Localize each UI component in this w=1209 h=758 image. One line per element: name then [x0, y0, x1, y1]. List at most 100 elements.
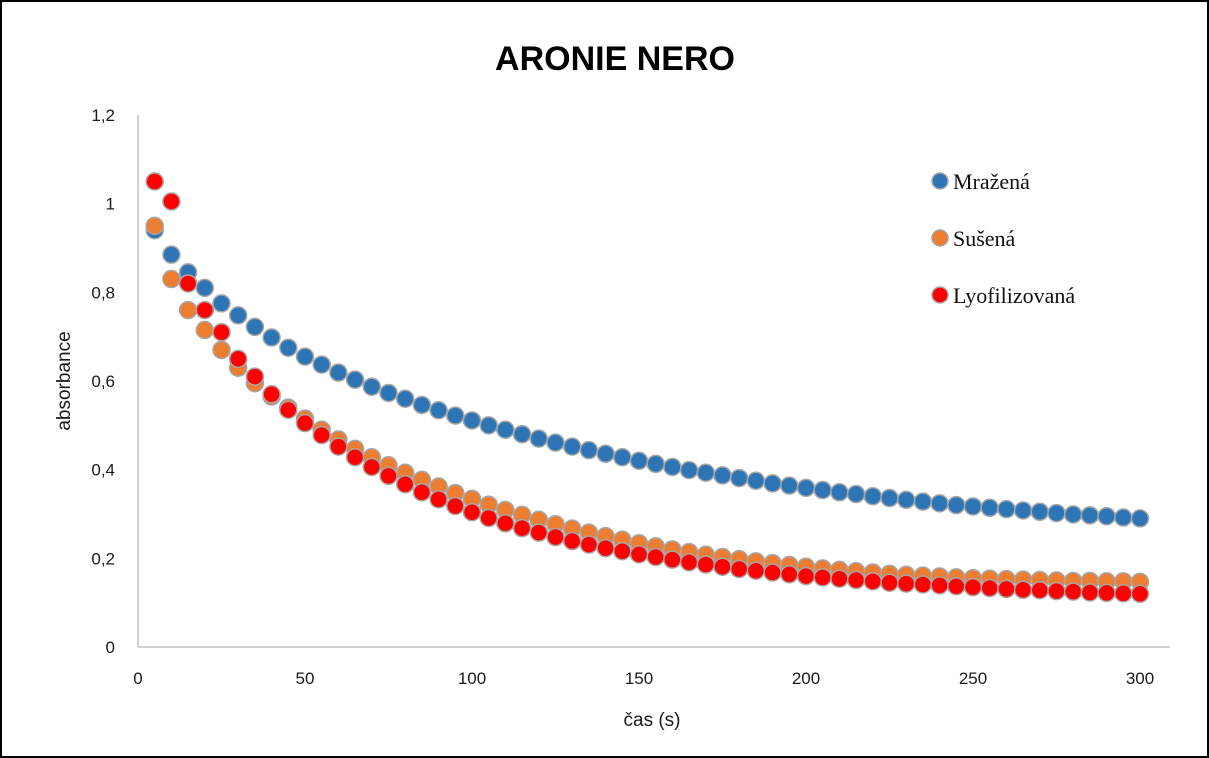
data-point [629, 545, 649, 564]
data-point [1080, 583, 1100, 602]
legend: Mražená Sušená Lyofilizovaná [931, 169, 1075, 308]
data-point [462, 502, 482, 522]
data-point [1114, 508, 1133, 527]
data-point [245, 317, 265, 337]
data-point [596, 444, 615, 463]
y-tick-label: 0,8 [91, 283, 115, 302]
x-tick-label: 0 [133, 669, 142, 688]
data-point [295, 347, 315, 366]
data-point [546, 433, 565, 452]
data-point [228, 349, 248, 369]
data-point [846, 570, 866, 590]
data-point [663, 550, 682, 569]
data-point [780, 565, 799, 584]
y-axis-ticks: 0 0,2 0,4 0,6 0,8 1 1,2 [91, 106, 115, 657]
data-point [830, 483, 849, 502]
data-point [613, 541, 632, 561]
data-point [796, 478, 816, 498]
data-point [1047, 503, 1066, 523]
data-point [329, 437, 348, 456]
data-point [646, 454, 665, 474]
data-point [395, 389, 415, 408]
y-tick-label: 0 [106, 638, 115, 657]
data-point [312, 355, 331, 374]
data-point [529, 523, 549, 542]
legend-marker [931, 172, 949, 190]
data-point [896, 574, 916, 593]
data-point [947, 495, 966, 515]
data-point [997, 499, 1016, 519]
y-tick-label: 0,4 [91, 461, 115, 480]
data-point [1013, 501, 1033, 520]
data-point [1130, 509, 1150, 528]
data-point [262, 385, 281, 404]
legend-label: Lyofilizovaná [953, 283, 1075, 308]
y-axis-title: absorbance [54, 331, 75, 430]
data-point [880, 488, 899, 508]
data-point [145, 172, 164, 191]
data-point [145, 216, 164, 236]
data-point [679, 553, 699, 572]
data-point [1097, 506, 1116, 526]
data-point [579, 440, 599, 460]
data-point [830, 569, 849, 588]
data-point [212, 294, 231, 313]
data-point [379, 466, 398, 486]
x-tick-label: 100 [458, 669, 486, 688]
data-point [1080, 506, 1100, 525]
data-point [997, 579, 1016, 599]
data-point [212, 322, 231, 342]
x-tick-label: 150 [625, 669, 653, 688]
data-point [479, 508, 498, 528]
data-point [195, 320, 215, 340]
data-point [212, 340, 231, 360]
x-tick-label: 50 [296, 669, 315, 688]
data-point [980, 498, 999, 518]
data-point [896, 490, 916, 510]
data-point [713, 466, 732, 485]
data-point [462, 411, 482, 430]
data-point [362, 377, 382, 397]
data-point [178, 274, 198, 293]
data-point [178, 300, 198, 320]
y-tick-label: 0,2 [91, 549, 115, 568]
data-point [746, 471, 766, 490]
legend-label: Mražená [953, 169, 1030, 194]
x-tick-label: 200 [792, 669, 820, 688]
data-point [596, 538, 615, 558]
data-point [1114, 584, 1133, 603]
legend-label: Sušená [953, 226, 1016, 251]
series-1 [145, 221, 1150, 528]
data-point [863, 572, 883, 591]
data-point [562, 437, 582, 456]
data-point [512, 518, 532, 538]
data-point [880, 573, 899, 592]
data-point [162, 192, 181, 211]
legend-marker [931, 229, 949, 247]
data-point [729, 559, 749, 579]
data-point [345, 370, 365, 389]
data-point [1063, 505, 1083, 524]
data-point [579, 535, 599, 554]
data-point [395, 475, 415, 494]
data-point [362, 457, 382, 477]
data-point [1030, 581, 1050, 600]
data-point [228, 306, 248, 325]
data-point [162, 245, 181, 264]
data-point [429, 401, 448, 420]
data-point [796, 566, 816, 586]
data-point [412, 483, 432, 502]
data-point [262, 328, 281, 347]
x-tick-label: 300 [1126, 669, 1154, 688]
data-point [479, 416, 498, 435]
data-point [529, 429, 549, 448]
x-axis-title: čas (s) [624, 710, 681, 731]
data-point [1047, 581, 1066, 601]
data-point [312, 425, 331, 445]
data-point [496, 420, 515, 440]
data-point [763, 474, 782, 493]
data-point [329, 363, 348, 382]
data-point [1013, 580, 1033, 600]
